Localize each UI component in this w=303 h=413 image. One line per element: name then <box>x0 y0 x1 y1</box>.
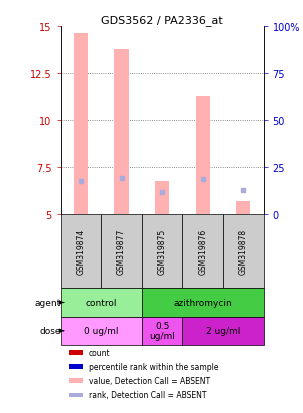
Text: control: control <box>85 298 117 307</box>
Bar <box>101 215 142 289</box>
Text: dose: dose <box>39 327 61 335</box>
Bar <box>236 202 250 215</box>
Text: GSM319876: GSM319876 <box>198 229 207 275</box>
Text: GSM319874: GSM319874 <box>76 229 85 275</box>
Bar <box>182 317 264 345</box>
Bar <box>61 215 101 289</box>
Text: value, Detection Call = ABSENT: value, Detection Call = ABSENT <box>89 376 210 385</box>
Text: 0.5
ug/ml: 0.5 ug/ml <box>149 321 175 341</box>
Bar <box>69 351 83 355</box>
Bar <box>196 96 210 215</box>
Bar <box>155 182 169 215</box>
Bar <box>142 215 182 289</box>
Bar <box>69 379 83 383</box>
Bar <box>115 50 128 215</box>
Bar <box>142 289 264 317</box>
Text: rank, Detection Call = ABSENT: rank, Detection Call = ABSENT <box>89 390 207 399</box>
Bar <box>61 289 142 317</box>
Text: azithromycin: azithromycin <box>173 298 232 307</box>
Text: count: count <box>89 348 111 357</box>
Bar <box>69 365 83 369</box>
Bar <box>69 393 83 397</box>
Text: GSM319875: GSM319875 <box>158 229 167 275</box>
Bar <box>74 33 88 215</box>
Title: GDS3562 / PA2336_at: GDS3562 / PA2336_at <box>101 15 223 26</box>
Bar <box>61 317 142 345</box>
Text: percentile rank within the sample: percentile rank within the sample <box>89 362 218 371</box>
Bar <box>223 215 264 289</box>
Text: agent: agent <box>35 298 61 307</box>
Bar <box>142 317 182 345</box>
Bar <box>182 215 223 289</box>
Text: 2 ug/ml: 2 ug/ml <box>206 327 240 335</box>
Text: 0 ug/ml: 0 ug/ml <box>84 327 118 335</box>
Text: GSM319878: GSM319878 <box>239 229 248 275</box>
Text: GSM319877: GSM319877 <box>117 229 126 275</box>
